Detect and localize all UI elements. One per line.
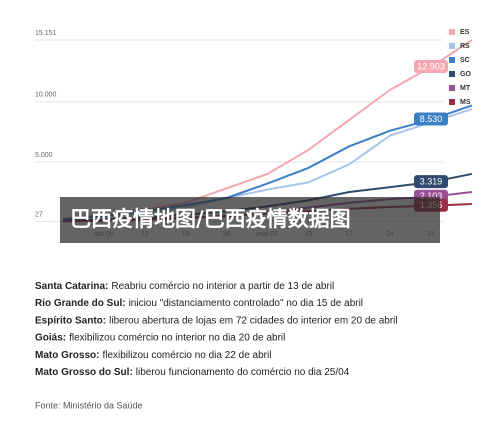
value-label: 2.103 bbox=[420, 191, 443, 201]
note: Mato Grosso: flexibilizou comércio no dia… bbox=[35, 349, 271, 360]
note: Goiás: flexibilizou comércio no interior … bbox=[35, 332, 285, 343]
note-state: Santa Catarina: bbox=[35, 281, 108, 292]
note-text: flexibilizou comércio no interior no dia… bbox=[69, 332, 285, 343]
value-label-bg bbox=[414, 175, 448, 189]
y-tick-label: 10.000 bbox=[35, 92, 57, 99]
notes: Santa Catarina: Reabriu comércio no inter… bbox=[35, 281, 398, 378]
legend-label: MS bbox=[460, 99, 471, 106]
source: Fonte: Ministério da Saúde bbox=[35, 400, 143, 410]
legend-label: RS bbox=[460, 43, 470, 50]
legend-label: MT bbox=[460, 85, 471, 92]
legend-swatch bbox=[449, 99, 455, 105]
y-tick-label: 27 bbox=[35, 212, 43, 219]
note: Espírito Santo: liberou abertura de lojas… bbox=[35, 315, 398, 326]
y-tick-label: 5.000 bbox=[35, 152, 53, 159]
note-text: Reabriu comércio no interior a partir de… bbox=[111, 281, 334, 292]
legend-swatch bbox=[449, 71, 455, 77]
value-label-bg bbox=[414, 60, 448, 74]
note-state: Mato Grosso do Sul: bbox=[35, 367, 133, 378]
legend-label: SC bbox=[460, 57, 470, 64]
legend-swatch bbox=[449, 85, 455, 91]
note-state: Goiás: bbox=[35, 332, 66, 343]
value-label: 12.903 bbox=[417, 61, 445, 71]
note-text: flexibilizou comércio no dia 22 de abril bbox=[102, 349, 271, 360]
legend-label: GO bbox=[460, 71, 471, 78]
value-label: 3.319 bbox=[420, 177, 443, 187]
note: Rio Grande do Sul: iniciou "distanciament… bbox=[35, 298, 363, 309]
legend-label: ES bbox=[460, 29, 470, 36]
value-label: 8.530 bbox=[420, 114, 443, 124]
note-state: Mato Grosso: bbox=[35, 349, 99, 360]
note-text: iniciou "distanciamento controlado" no d… bbox=[129, 298, 363, 309]
note: Mato Grosso do Sul: liberou funcionamento… bbox=[35, 367, 350, 378]
banner: 巴西疫情地图/巴西疫情数据图 bbox=[70, 207, 351, 231]
legend-swatch bbox=[449, 43, 455, 49]
note-text: liberou funcionamento do comércio no dia… bbox=[136, 367, 350, 378]
legend-swatch bbox=[449, 29, 455, 35]
note-state: Espírito Santo: bbox=[35, 315, 106, 326]
value-label-bg bbox=[414, 112, 448, 126]
banner-bg bbox=[60, 197, 440, 243]
note: Santa Catarina: Reabriu comércio no inter… bbox=[35, 281, 334, 292]
note-text: liberou abertura de lojas em 72 cidades … bbox=[109, 315, 398, 326]
y-tick-label: 15.151 bbox=[35, 30, 57, 37]
note-state: Rio Grande do Sul: bbox=[35, 298, 126, 309]
legend-swatch bbox=[449, 57, 455, 63]
